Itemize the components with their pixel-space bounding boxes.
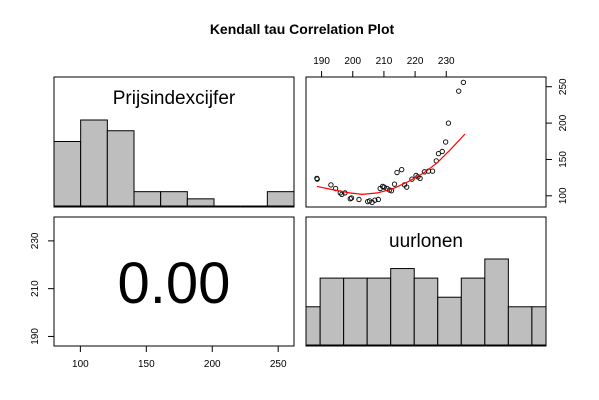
hist-bar — [413, 277, 439, 346]
hist-bar — [484, 258, 509, 346]
tick-label: 100 — [72, 359, 89, 370]
scatter-point — [339, 191, 345, 198]
scatter-point — [356, 196, 362, 203]
hist-bar — [507, 306, 533, 346]
label-uurlonen: uurlonen — [389, 231, 463, 252]
scatter-point — [375, 196, 381, 203]
scatter-point — [460, 79, 467, 86]
scatter-point — [372, 197, 378, 203]
correlation-left-axis: 190 210 230 — [30, 232, 55, 345]
tick-label: 190 — [30, 328, 41, 345]
hist-bar — [531, 306, 547, 346]
label-prijsindexcijfer: Prijsindexcijfer — [113, 88, 236, 109]
scatter-point — [381, 184, 387, 190]
scatter-point — [445, 120, 452, 126]
smooth-line — [316, 133, 466, 196]
scatter-point — [404, 184, 410, 190]
hist-bar — [460, 277, 486, 346]
scatter-point — [417, 175, 423, 182]
scatter-point — [439, 148, 445, 155]
scatter-right-axis: 100 150 200 250 — [545, 78, 569, 204]
tick-label: 150 — [558, 151, 569, 168]
correlation-bottom-axis: 100 150 200 250 — [72, 345, 287, 370]
scatter-point — [435, 150, 442, 157]
hist-bar — [106, 130, 135, 207]
scatter-point — [348, 195, 355, 201]
tick-label: 210 — [376, 56, 393, 67]
scatter-point — [328, 182, 334, 188]
hist-bar — [133, 191, 162, 207]
hist-bar — [80, 119, 108, 207]
tick-label: 150 — [138, 359, 155, 370]
tick-label: 220 — [407, 56, 424, 67]
tick-label: 250 — [270, 359, 287, 370]
hist-prijsindexcijfer-bars — [53, 119, 295, 207]
tick-label: 190 — [313, 56, 330, 67]
scatter-point — [442, 139, 449, 145]
hist-bar — [305, 306, 321, 346]
scatter-point — [456, 88, 462, 94]
panel-scatter — [305, 76, 547, 208]
scatter-point — [429, 168, 436, 174]
correlation-value: 0.00 — [118, 251, 231, 316]
hist-bar — [366, 277, 392, 346]
hist-bar — [343, 277, 368, 346]
scatter-points — [314, 79, 467, 206]
tick-label: 200 — [204, 359, 221, 370]
panel-hist-uurlonen — [305, 216, 547, 347]
hist-bar — [53, 141, 82, 207]
hist-bar — [319, 277, 345, 346]
scatter-point — [399, 166, 405, 173]
scatter-point — [391, 181, 398, 187]
chart-title: Kendall tau Correlation Plot — [210, 21, 395, 37]
scatter-point — [409, 176, 415, 182]
scatter-top-axis: 190 200 210 220 230 — [313, 56, 455, 78]
scatter-point — [394, 169, 400, 176]
tick-label: 200 — [344, 56, 361, 67]
hist-bar — [437, 296, 462, 346]
tick-label: 230 — [438, 56, 455, 67]
tick-label: 100 — [558, 187, 569, 204]
hist-bar — [186, 198, 215, 207]
hist-bar — [266, 191, 295, 207]
tick-label: 250 — [558, 78, 569, 95]
scatter-point — [314, 176, 320, 182]
hist-bar — [390, 268, 415, 346]
tick-label: 200 — [558, 114, 569, 131]
hist-uurlonen-bars — [305, 258, 547, 346]
hist-bar — [160, 191, 188, 207]
tick-label: 210 — [30, 280, 41, 297]
tick-label: 230 — [30, 232, 41, 249]
